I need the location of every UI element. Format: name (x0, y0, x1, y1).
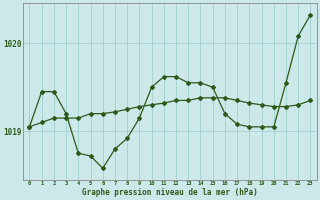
X-axis label: Graphe pression niveau de la mer (hPa): Graphe pression niveau de la mer (hPa) (82, 188, 258, 197)
